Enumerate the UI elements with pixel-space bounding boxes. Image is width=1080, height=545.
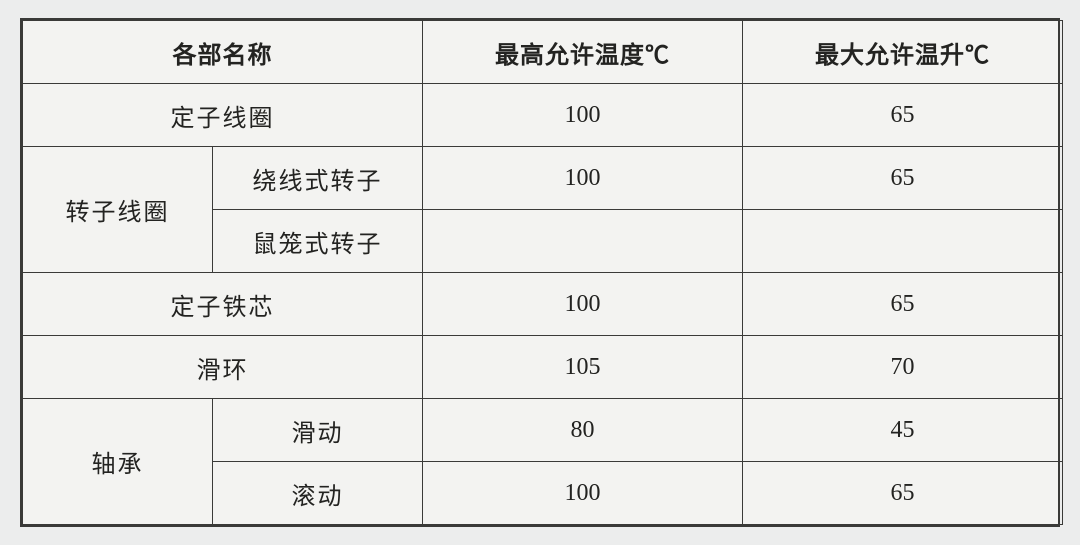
- cell-sub: 鼠笼式转子: [213, 210, 423, 273]
- temperature-limits-table: 各部名称 最高允许温度℃ 最大允许温升℃ 定子线圈 100 65 转子线圈 绕线…: [20, 18, 1060, 527]
- cell-trise: 65: [743, 84, 1063, 147]
- table-row: 定子铁芯 100 65: [23, 273, 1063, 336]
- cell-sub: 滚动: [213, 462, 423, 525]
- cell-tmax: [423, 210, 743, 273]
- cell-tmax: 100: [423, 462, 743, 525]
- cell-trise: 45: [743, 399, 1063, 462]
- cell-sub: 滑动: [213, 399, 423, 462]
- cell-tmax: 100: [423, 273, 743, 336]
- table-row: 转子线圈 绕线式转子 100 65: [23, 147, 1063, 210]
- table-row: 轴承 滑动 80 45: [23, 399, 1063, 462]
- cell-name: 定子线圈: [23, 84, 423, 147]
- cell-group-name: 转子线圈: [23, 147, 213, 273]
- cell-trise: 65: [743, 462, 1063, 525]
- table-row: 滑环 105 70: [23, 336, 1063, 399]
- cell-trise: 65: [743, 147, 1063, 210]
- table-header-row: 各部名称 最高允许温度℃ 最大允许温升℃: [23, 21, 1063, 84]
- cell-tmax: 100: [423, 84, 743, 147]
- cell-trise: 65: [743, 273, 1063, 336]
- cell-sub: 绕线式转子: [213, 147, 423, 210]
- cell-group-name: 轴承: [23, 399, 213, 525]
- cell-trise: 70: [743, 336, 1063, 399]
- col-header-tmax: 最高允许温度℃: [423, 21, 743, 84]
- col-header-trise: 最大允许温升℃: [743, 21, 1063, 84]
- table-row: 定子线圈 100 65: [23, 84, 1063, 147]
- cell-name: 滑环: [23, 336, 423, 399]
- col-header-name: 各部名称: [23, 21, 423, 84]
- data-table: 各部名称 最高允许温度℃ 最大允许温升℃ 定子线圈 100 65 转子线圈 绕线…: [22, 20, 1063, 525]
- cell-tmax: 105: [423, 336, 743, 399]
- cell-trise: [743, 210, 1063, 273]
- cell-name: 定子铁芯: [23, 273, 423, 336]
- cell-tmax: 80: [423, 399, 743, 462]
- cell-tmax: 100: [423, 147, 743, 210]
